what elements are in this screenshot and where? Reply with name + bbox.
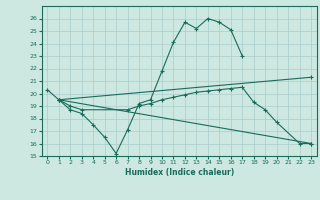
X-axis label: Humidex (Indice chaleur): Humidex (Indice chaleur) (124, 168, 234, 177)
